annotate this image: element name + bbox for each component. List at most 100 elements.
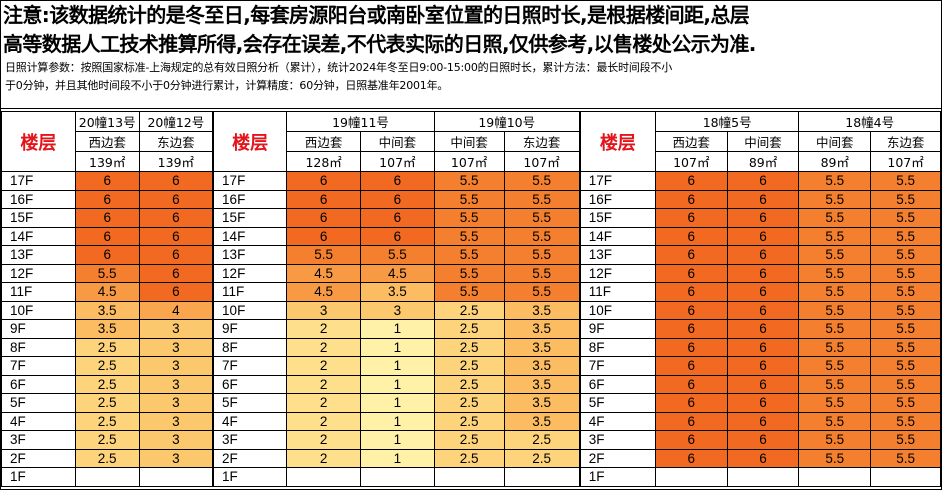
sunlight-hours-cell: 5.5 [870,189,941,209]
sunlight-hours-cell: 5.5 [433,245,505,265]
sunlight-hours-cell: 2.5 [503,430,581,450]
sunlight-hours-cell: 6 [654,374,728,394]
unit-type: 西边套 [654,131,728,152]
unit-area: 107㎡ [503,151,581,172]
unit-area-value: 139 [157,155,182,170]
floor-column-header: 楼层 [578,111,656,172]
sunlight-hours-cell: 2 [286,448,361,468]
floor-label: 8F [212,337,288,357]
floor-row: 6F 2.5 3 6F 2 1 2.5 3.5 6F 6 6 5.5 5.5 [1,374,941,394]
unit-area: 107㎡ [433,151,505,172]
sunlight-hours-cell [726,467,800,487]
sunlight-hours-cell: 5.5 [870,411,941,431]
unit-area: 139㎡ [138,151,214,172]
floor-label: 4F [578,411,656,431]
sunlight-hours-cell: 5.5 [798,374,872,394]
floor-label: 2F [212,448,288,468]
header-row-unit-types: 西边套 东边套 西边套 中间套 中间套 东边套 西边套 中间套 中间套 东边套 [2,131,941,152]
sunlight-hours-cell: 2.5 [74,411,140,431]
sunlight-hours-cell: 5.5 [870,171,941,191]
sunlight-hours-cell: 5.5 [870,245,941,265]
sunlight-hours-cell: 1 [360,393,435,413]
sunlight-hours-cell: 6 [726,245,800,265]
sunlight-hours-cell: 6 [286,226,361,246]
sunlight-hours-cell: 6 [654,263,728,283]
sunlight-hours-cell: 6 [726,282,800,302]
building-name: 19幢11号 [286,111,435,132]
unit-type: 中间套 [433,131,505,152]
sunlight-hours-cell: 2.5 [433,430,505,450]
sunlight-hours-cell: 3.5 [503,393,581,413]
sunlight-hours-cell: 3.5 [503,300,581,320]
floor-label: 8F [578,337,656,357]
sunlight-hours-cell: 6 [74,189,140,209]
divider [1,108,941,109]
sunlight-hours-cell: 3 [138,430,214,450]
unit-type: 东边套 [503,131,581,152]
sunlight-hours-cell: 5.5 [870,448,941,468]
sunlight-hours-cell: 2.5 [503,448,581,468]
sunlight-hours-cell: 5.5 [870,263,941,283]
floor-label: 8F [1,337,76,357]
sunlight-hours-cell: 3.5 [503,356,581,376]
floor-row: 13F 6 6 13F 5.5 5.5 5.5 5.5 13F 6 6 5.5 5.5 [1,245,941,265]
floor-label: 17F [578,171,656,191]
floor-label: 7F [1,356,76,376]
sunlight-hours-cell: 2.5 [433,411,505,431]
floor-label: 5F [212,393,288,413]
sunlight-hours-cell: 1 [360,319,435,339]
sunlight-hours-cell: 5.5 [798,263,872,283]
sunlight-hours-cell: 5.5 [433,189,505,209]
floor-label: 14F [578,226,656,246]
sunlight-hours-cell: 5.5 [503,171,581,191]
sunlight-hours-cell: 6 [726,226,800,246]
sunlight-hours-cell: 3 [138,356,214,376]
sunlight-hours-cell: 6 [138,263,214,283]
sunlight-hours-cell [138,467,214,487]
unit-area-unit: ㎡ [547,155,560,170]
floor-label: 12F [1,263,76,283]
floor-row: 7F 2.5 3 7F 2 1 2.5 3.5 7F 6 6 5.5 5.5 [1,356,941,376]
floor-label: 3F [212,430,288,450]
sunlight-hours-cell: 6 [74,245,140,265]
floor-label: 15F [578,208,656,228]
unit-area-value: 107 [887,155,912,170]
sunlight-hours-cell: 2.5 [74,337,140,357]
sunlight-hours-cell: 5.5 [798,393,872,413]
unit-area: 89㎡ [726,151,800,172]
sunlight-hours-cell: 3.5 [503,337,581,357]
sunlight-hours-cell: 6 [726,448,800,468]
sunlight-table: 楼层 20幢13号 20幢12号 楼层 19幢11号 19幢10号 楼层 18幢5号 18幢4号… [1,111,941,487]
sunlight-hours-cell: 3 [138,319,214,339]
floor-row: 8F 2.5 3 8F 2 1 2.5 3.5 8F 6 6 5.5 5.5 [1,337,941,357]
sunlight-hours-cell [74,467,140,487]
sunlight-hours-cell: 6 [654,337,728,357]
sunlight-hours-cell: 2.5 [433,319,505,339]
header-row-buildings: 楼层 20幢13号 20幢12号 楼层 19幢11号 19幢10号 楼层 18幢5号 18幢4号 [1,111,941,172]
floor-label: 17F [1,171,76,191]
sunlight-hours-cell: 5.5 [798,356,872,376]
floor-label: 10F [578,300,656,320]
unit-type: 东边套 [870,131,941,152]
sunlight-hours-cell: 3.5 [503,319,581,339]
unit-area-value: 107 [523,155,548,170]
sunlight-hours-cell: 5.5 [798,411,872,431]
sunlight-hours-cell: 6 [360,171,435,191]
sunlight-hours-cell: 2 [286,393,361,413]
building-name: 20幢12号 [138,111,214,132]
sunlight-hours-cell: 5.5 [503,226,581,246]
unit-area-unit: ㎡ [181,155,195,170]
unit-area-unit: ㎡ [696,155,710,170]
floor-label: 15F [212,208,288,228]
floor-label: 14F [212,226,288,246]
sunlight-hours-cell [360,467,435,487]
sunlight-hours-cell: 6 [286,171,361,191]
sunlight-hours-cell: 1 [360,337,435,357]
sunlight-hours-cell: 5.5 [870,356,941,376]
unit-area-unit: ㎡ [329,155,342,170]
sunlight-hours-cell: 5.5 [503,282,581,302]
unit-area-value: 89 [748,155,765,170]
floor-label: 9F [212,319,288,339]
floor-label: 9F [578,319,656,339]
sunlight-hours-cell: 2.5 [433,337,505,357]
